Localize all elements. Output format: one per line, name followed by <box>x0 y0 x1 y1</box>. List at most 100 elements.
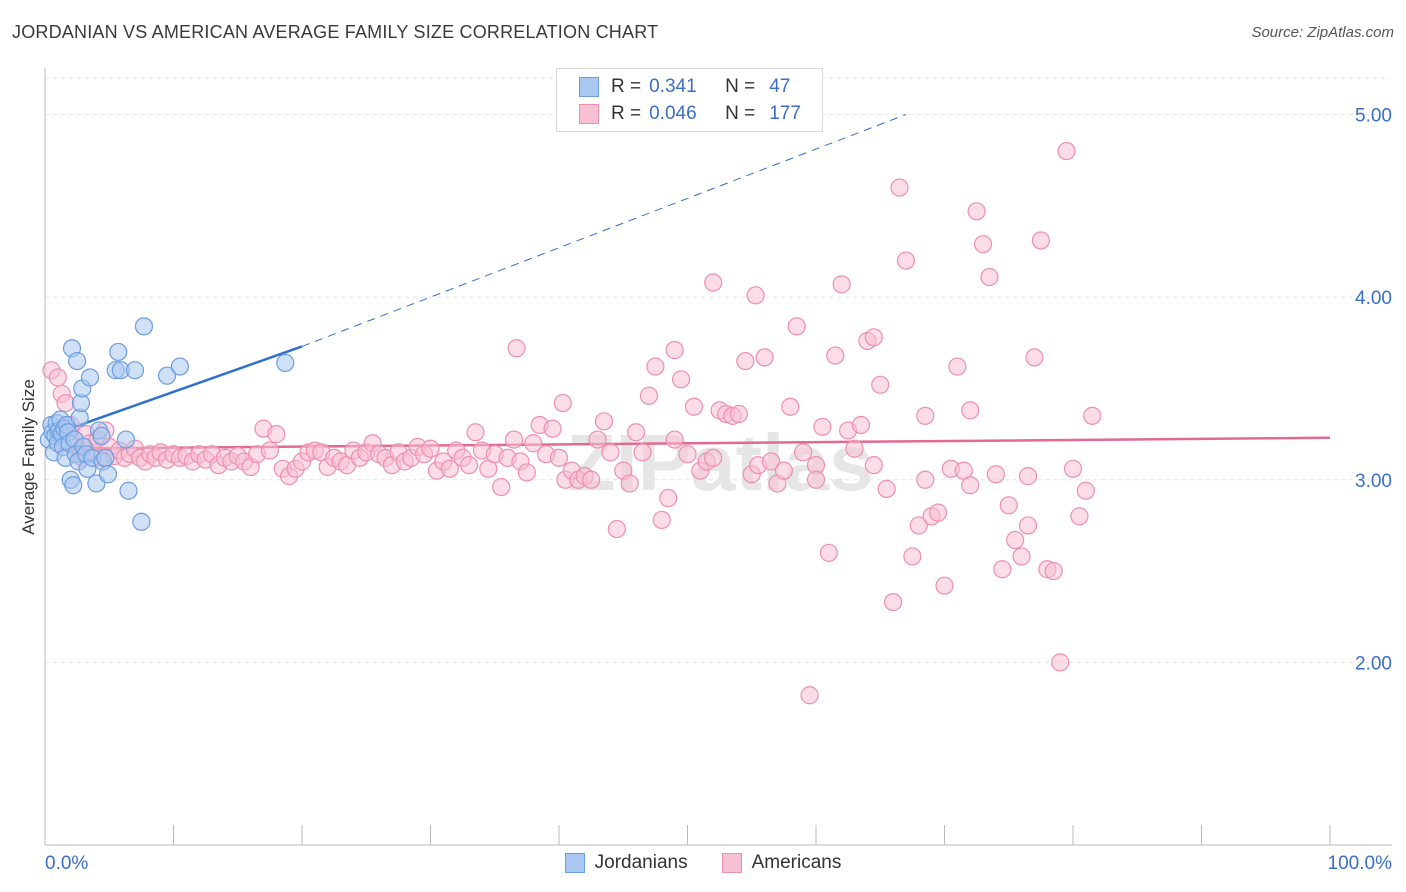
point-american <box>704 273 723 292</box>
point-american <box>909 516 928 535</box>
series-legend: Jordanians Americans <box>0 852 1406 874</box>
point-jordanian <box>116 430 136 449</box>
y-tick-labels: 2.00 3.00 4.00 5.00 <box>1355 106 1392 675</box>
point-american <box>761 452 781 471</box>
point-american <box>507 339 526 358</box>
axes <box>44 68 1392 846</box>
point-american <box>729 404 749 424</box>
point-american <box>1076 481 1095 500</box>
point-american <box>864 328 883 347</box>
point-american <box>543 419 562 438</box>
point-american <box>440 459 459 478</box>
x-tick-label-max: 100.0% <box>1328 853 1393 874</box>
point-american <box>588 430 607 449</box>
point-american <box>620 474 639 493</box>
point-jordanian <box>64 476 83 495</box>
legend-r-value: 0.341 <box>649 76 697 97</box>
point-jordanian <box>68 351 87 371</box>
point-american <box>659 488 678 508</box>
point-american <box>553 393 572 413</box>
point-american <box>504 430 524 449</box>
point-american <box>517 463 536 482</box>
y-tick-label: 4.00 <box>1355 288 1392 309</box>
point-american <box>774 461 793 480</box>
point-american <box>582 470 601 489</box>
point-american <box>607 519 626 539</box>
point-american <box>806 470 826 489</box>
legend-swatch-americans <box>721 853 742 873</box>
point-american <box>794 443 813 462</box>
point-american <box>916 470 935 489</box>
point-american <box>832 275 851 294</box>
legend-row-jordanians: R = 0.341 N = 47 <box>579 75 790 99</box>
point-jordanian <box>157 366 177 385</box>
point-american <box>755 348 774 367</box>
point-american <box>813 417 832 436</box>
point-american <box>633 443 652 462</box>
legend-swatch-jordanians <box>579 77 599 97</box>
point-jordanian <box>96 448 115 467</box>
y-tick-label: 3.00 <box>1355 471 1392 492</box>
point-american <box>800 686 819 705</box>
point-american <box>903 547 922 566</box>
legend-row-americans: R = 0.046 N = 177 <box>579 102 801 126</box>
point-american <box>877 479 896 498</box>
point-american <box>524 434 543 453</box>
legend-item-americans: Americans <box>721 852 842 874</box>
point-american <box>851 415 871 435</box>
point-american <box>986 465 1006 484</box>
legend-r-label: R = <box>611 76 642 97</box>
point-jordanian <box>109 342 128 362</box>
point-american <box>973 235 993 254</box>
legend-item-jordanians: Jordanians <box>564 852 688 874</box>
point-american <box>601 443 620 462</box>
y-tick-label: 2.00 <box>1355 653 1392 674</box>
point-jordanian <box>134 317 154 336</box>
point-american <box>781 397 800 416</box>
americans-points <box>42 141 1102 705</box>
stats-legend: R = 0.341 N = 47 R = 0.046 N = 177 <box>556 68 823 132</box>
point-american <box>48 368 67 387</box>
point-american <box>626 423 646 442</box>
source-label: Source: ZipAtlas.com <box>1251 24 1394 41</box>
point-american <box>826 346 845 365</box>
point-american <box>1057 141 1076 161</box>
point-american <box>746 286 765 305</box>
point-american <box>928 503 948 522</box>
point-american <box>56 393 75 413</box>
point-american <box>1044 561 1063 581</box>
legend-r-label: R = <box>611 103 642 124</box>
point-american <box>459 456 479 475</box>
point-american <box>1051 653 1070 672</box>
point-american <box>883 593 903 612</box>
point-american <box>819 543 838 562</box>
point-american <box>1031 231 1050 250</box>
point-american <box>896 251 916 270</box>
legend-swatch-jordanians <box>564 853 585 873</box>
point-jordanian <box>132 512 151 531</box>
point-american <box>864 456 883 475</box>
point-american <box>671 370 691 389</box>
point-american <box>678 445 697 464</box>
point-american <box>993 560 1012 579</box>
point-american <box>1018 467 1038 486</box>
point-american <box>684 397 704 416</box>
point-american <box>665 430 684 449</box>
point-american <box>890 178 909 197</box>
point-american <box>1006 530 1025 550</box>
legend-label-americans: Americans <box>751 852 842 873</box>
point-american <box>845 439 864 458</box>
point-american <box>594 412 614 431</box>
point-american <box>736 351 755 371</box>
legend-n-value: 177 <box>769 103 801 124</box>
point-jordanian <box>276 353 295 372</box>
point-american <box>704 448 723 467</box>
legend-swatch-americans <box>579 104 599 124</box>
legend-n-value: 47 <box>769 76 791 97</box>
point-american <box>916 406 935 425</box>
point-jordanian <box>92 426 111 446</box>
point-american <box>267 425 286 444</box>
x-tick-label-min: 0.0% <box>45 853 88 874</box>
grid-lines <box>45 77 1390 663</box>
